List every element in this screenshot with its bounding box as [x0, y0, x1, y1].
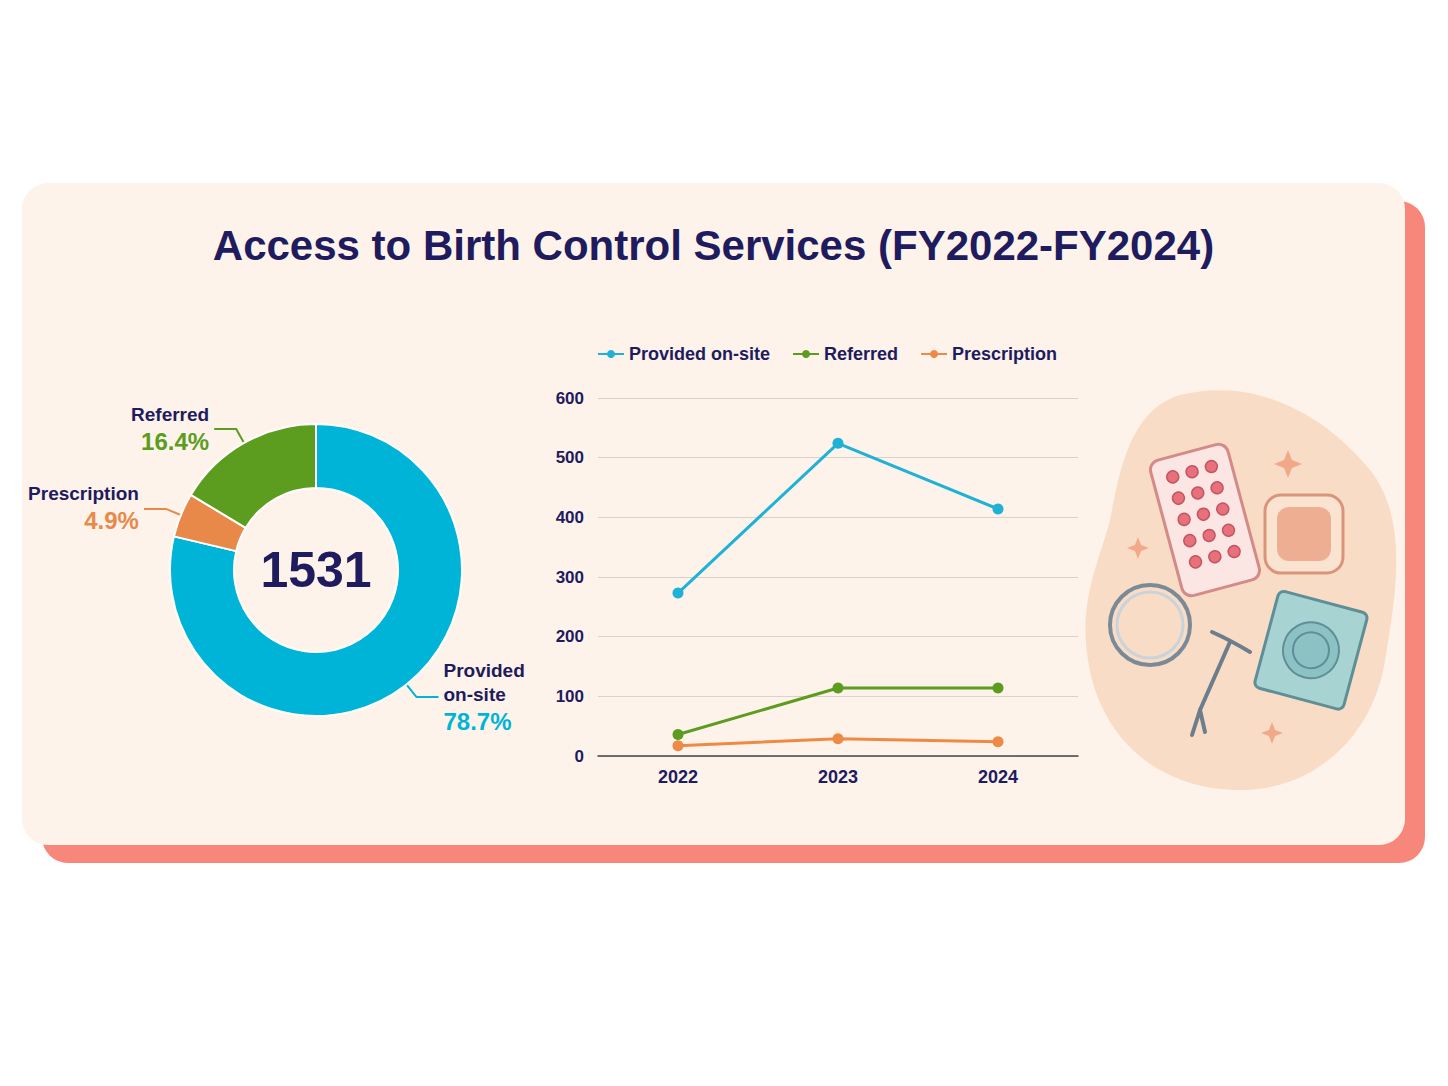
svg-text:Provided: Provided — [443, 660, 524, 681]
svg-text:on-site: on-site — [443, 684, 505, 705]
svg-text:100: 100 — [556, 687, 584, 706]
svg-text:78.7%: 78.7% — [443, 708, 511, 735]
svg-text:Provided on-site: Provided on-site — [629, 344, 770, 364]
svg-text:500: 500 — [556, 448, 584, 467]
svg-text:Referred: Referred — [824, 344, 898, 364]
svg-text:Prescription: Prescription — [952, 344, 1057, 364]
svg-text:16.4%: 16.4% — [141, 428, 209, 455]
html-text:Access to Birth Control Servic: Access to Birth Control Services (FY2022… — [212, 222, 1215, 269]
svg-text:2022: 2022 — [658, 767, 698, 787]
svg-text:200: 200 — [556, 627, 584, 646]
svg-text:2023: 2023 — [818, 767, 858, 787]
svg-text:4.9%: 4.9% — [84, 507, 139, 534]
html-text:1531: 1531 — [260, 542, 372, 598]
svg-text:Prescription: Prescription — [28, 483, 139, 504]
svg-text:600: 600 — [556, 389, 584, 408]
svg-text:400: 400 — [556, 508, 584, 527]
svg-text:Referred: Referred — [131, 404, 209, 425]
svg-text:0: 0 — [575, 747, 584, 766]
svg-text:300: 300 — [556, 568, 584, 587]
svg-text:2024: 2024 — [978, 767, 1018, 787]
